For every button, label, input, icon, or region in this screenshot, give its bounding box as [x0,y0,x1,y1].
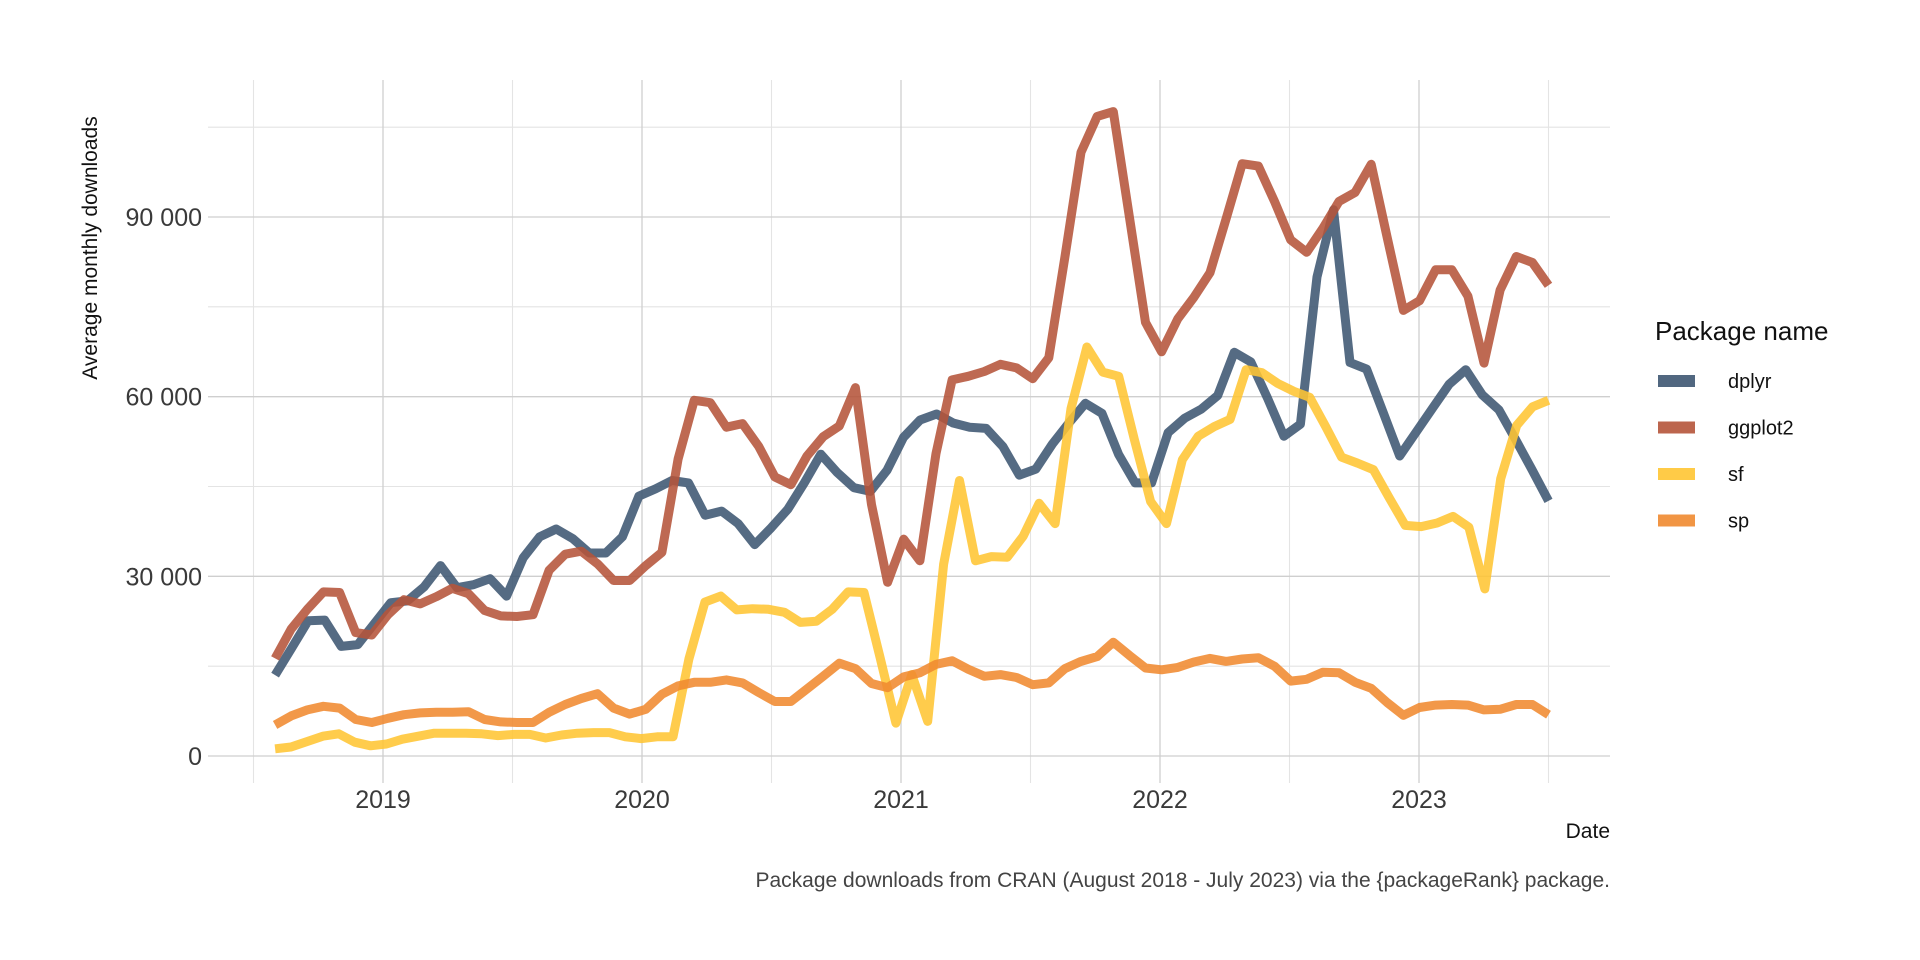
legend-label-dplyr: dplyr [1728,371,1772,393]
y-tick-label: 90 000 [126,204,202,232]
x-tick-label: 2019 [355,786,411,814]
y-tick-label: 60 000 [126,384,202,412]
y-axis-tick-labels: 0 30 000 60 000 90 000 [126,204,202,771]
legend-key-dplyr [1658,375,1695,387]
legend-key-ggplot2 [1658,421,1695,434]
y-tick-label: 30 000 [126,563,202,591]
legend-key-sp [1658,514,1695,527]
y-tick-label: 0 [188,743,202,771]
legend-key-sf [1658,468,1695,480]
minor-gridlines-horizontal [208,126,1610,667]
x-tick-label: 2021 [873,786,929,814]
legend-label-ggplot2: ggplot2 [1728,418,1794,440]
x-tick-label: 2020 [614,786,670,814]
series-line-sp [272,637,1551,729]
legend-title: Package name [1655,316,1828,346]
x-tick-label: 2023 [1391,786,1447,814]
legend-label-sf: sf [1728,464,1744,486]
x-axis-title: Date [1566,820,1610,843]
series-lines [271,107,1553,754]
series-line-ggplot2 [271,107,1553,661]
chart-caption: Package downloads from CRAN (August 2018… [756,869,1611,892]
x-axis-tick-labels: 2019 2020 2021 2022 2023 [355,786,1447,814]
legend: Package name dplyr ggplot2 sf sp [1655,316,1828,533]
y-axis-title: Average monthly downloads [79,116,102,379]
major-gridlines-vertical [382,80,1420,783]
legend-label-sp: sp [1728,511,1749,533]
x-tick-label: 2022 [1132,786,1188,814]
series-line-dplyr [271,205,1553,678]
